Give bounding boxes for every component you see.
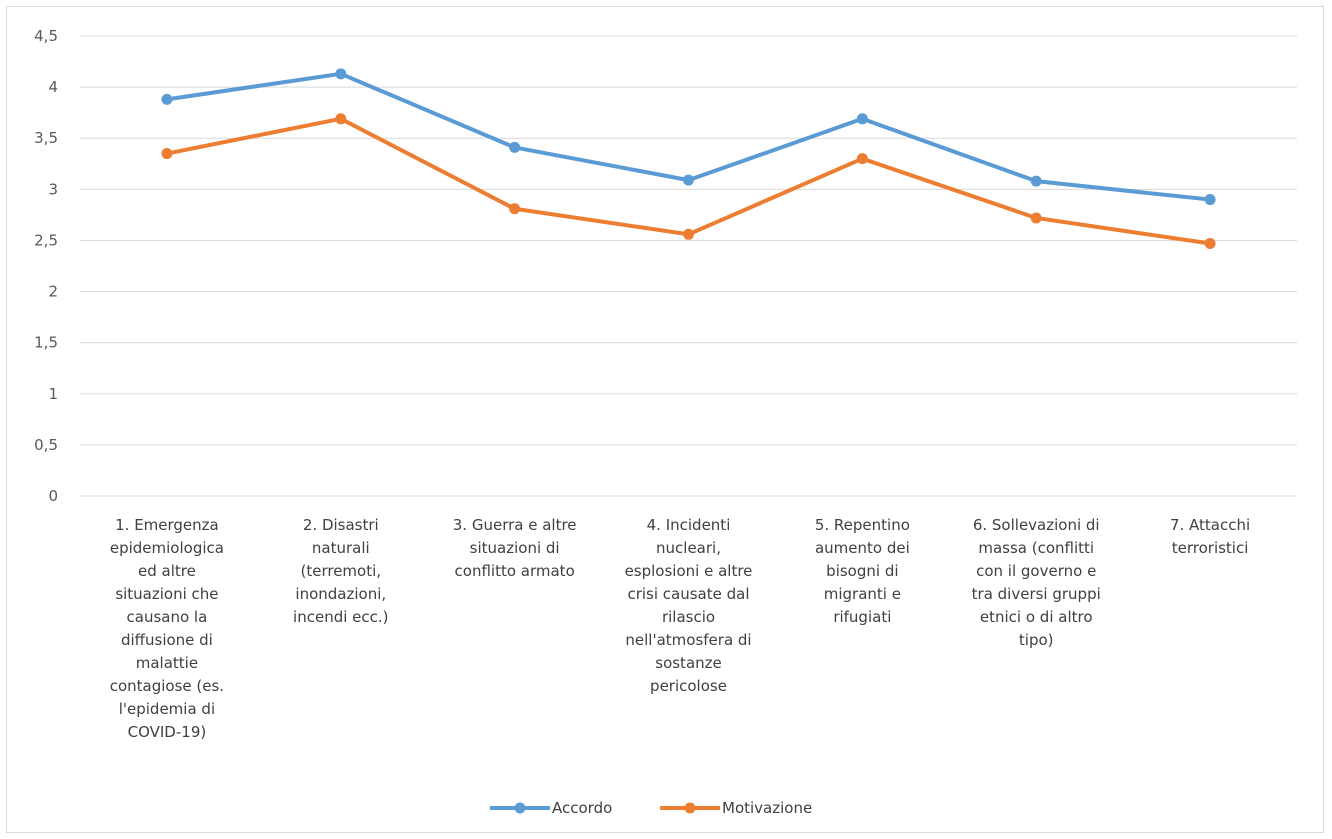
- legend-label: Accordo: [552, 799, 612, 817]
- x-tick-label-line: pericolose: [650, 677, 727, 695]
- y-tick-label: 4: [48, 78, 58, 96]
- y-tick-label: 2,5: [34, 231, 58, 249]
- series: [161, 68, 1216, 250]
- x-tick-label-line: etnici o di altro: [980, 608, 1093, 626]
- data-point: [335, 113, 347, 125]
- x-tick-label-line: nucleari,: [656, 539, 721, 557]
- x-tick-label-line: terroristici: [1172, 539, 1249, 557]
- data-point: [1204, 194, 1216, 206]
- x-tick-label-line: rilascio: [662, 608, 715, 626]
- x-tick-label-line: COVID-19): [128, 723, 207, 741]
- x-tick-label-line: 1. Emergenza: [115, 516, 219, 534]
- x-tick-label: 1. Emergenza epidemiologica ed altre situaz…: [110, 516, 224, 741]
- x-tick-label-line: causano la: [127, 608, 208, 626]
- x-axis-labels: 1. Emergenza epidemiologica ed altre situaz…: [110, 516, 1250, 741]
- x-tick-label-line: naturali: [312, 539, 370, 557]
- legend-marker: [514, 802, 526, 814]
- x-tick-label-line: ed altre: [138, 562, 196, 580]
- data-point: [509, 203, 521, 215]
- y-tick-label: 4,5: [34, 27, 58, 45]
- y-tick-label: 1: [48, 385, 58, 403]
- y-tick-label: 3,5: [34, 129, 58, 147]
- series-motivazione: [161, 113, 1216, 250]
- x-tick-label-line: bisogni di: [826, 562, 898, 580]
- gridlines: [80, 35, 1297, 497]
- data-point: [161, 93, 173, 105]
- x-tick-label-line: malattie: [136, 654, 198, 672]
- x-tick-label-line: l'epidemia di: [119, 700, 215, 718]
- x-tick-label-line: situazioni di: [470, 539, 560, 557]
- x-tick-label-line: contagiose (es.: [110, 677, 224, 695]
- data-point: [509, 141, 521, 153]
- data-point: [161, 148, 173, 160]
- x-tick-label-line: tra diversi gruppi: [972, 585, 1101, 603]
- x-tick-label-line: 7. Attacchi: [1170, 516, 1250, 534]
- x-tick-label-line: rifugiati: [833, 608, 891, 626]
- x-tick-label-line: aumento dei: [815, 539, 910, 557]
- x-tick-label-line: crisi causate dal: [627, 585, 749, 603]
- data-point: [683, 228, 694, 240]
- x-tick-label-line: 4. Incidenti: [647, 516, 731, 534]
- x-tick-label-line: con il governo e: [976, 562, 1096, 580]
- y-tick-label: 0: [48, 487, 58, 505]
- x-tick-label-line: conflitto armato: [455, 562, 575, 580]
- legend: Accordo Motivazione: [490, 799, 812, 817]
- x-tick-label-line: 5. Repentino: [815, 516, 910, 534]
- data-point: [1030, 175, 1042, 187]
- data-point: [1030, 212, 1042, 224]
- data-point: [856, 153, 868, 165]
- legend-item: Accordo: [490, 799, 612, 817]
- y-tick-label: 3: [48, 180, 58, 198]
- x-tick-label: 4. Incidenti nucleari, esplosioni e altre c…: [625, 516, 753, 695]
- x-tick-label: 3. Guerra e altre situazioni di conflitto …: [453, 516, 577, 580]
- x-tick-label: 5. Repentino aumento dei bisogni di migrant…: [815, 516, 910, 626]
- x-tick-label-line: massa (conflitti: [978, 539, 1094, 557]
- x-tick-label-line: diffusione di: [121, 631, 213, 649]
- x-tick-label-line: 6. Sollevazioni di: [973, 516, 1100, 534]
- legend-marker: [684, 802, 696, 814]
- y-tick-label: 0,5: [34, 436, 58, 454]
- x-tick-label-line: epidemiologica: [110, 539, 224, 557]
- data-point: [1204, 238, 1216, 250]
- x-tick-label-line: 3. Guerra e altre: [453, 516, 577, 534]
- x-tick-label-line: incendi ecc.): [293, 608, 388, 626]
- x-tick-label: 2. Disastri naturali (terremoti, inondazion…: [293, 516, 388, 626]
- x-tick-label-line: nell'atmosfera di: [625, 631, 751, 649]
- x-tick-label-line: migranti e: [824, 585, 901, 603]
- legend-item: Motivazione: [660, 799, 812, 817]
- data-point: [683, 174, 694, 186]
- x-tick-label-line: situazioni che: [115, 585, 218, 603]
- legend-label: Motivazione: [722, 799, 812, 817]
- x-tick-label-line: 2. Disastri: [303, 516, 379, 534]
- x-tick-label-line: tipo): [1019, 631, 1054, 649]
- y-tick-label: 1,5: [34, 334, 58, 352]
- x-tick-label-line: (terremoti,: [301, 562, 382, 580]
- x-tick-label-line: sostanze: [655, 654, 722, 672]
- y-tick-label: 2: [48, 283, 58, 301]
- data-point: [335, 68, 347, 80]
- x-tick-label-line: inondazioni,: [295, 585, 386, 603]
- x-tick-label: 6. Sollevazioni di massa (conflitti con il…: [972, 516, 1101, 649]
- series-accordo: [161, 68, 1216, 206]
- data-point: [856, 113, 868, 125]
- x-tick-label-line: esplosioni e altre: [625, 562, 753, 580]
- x-tick-label: 7. Attacchi terroristici: [1170, 516, 1250, 557]
- y-axis-ticks: 0 0,5 1 1,5 2 2,5 3 3,5 4 4,5: [34, 27, 58, 505]
